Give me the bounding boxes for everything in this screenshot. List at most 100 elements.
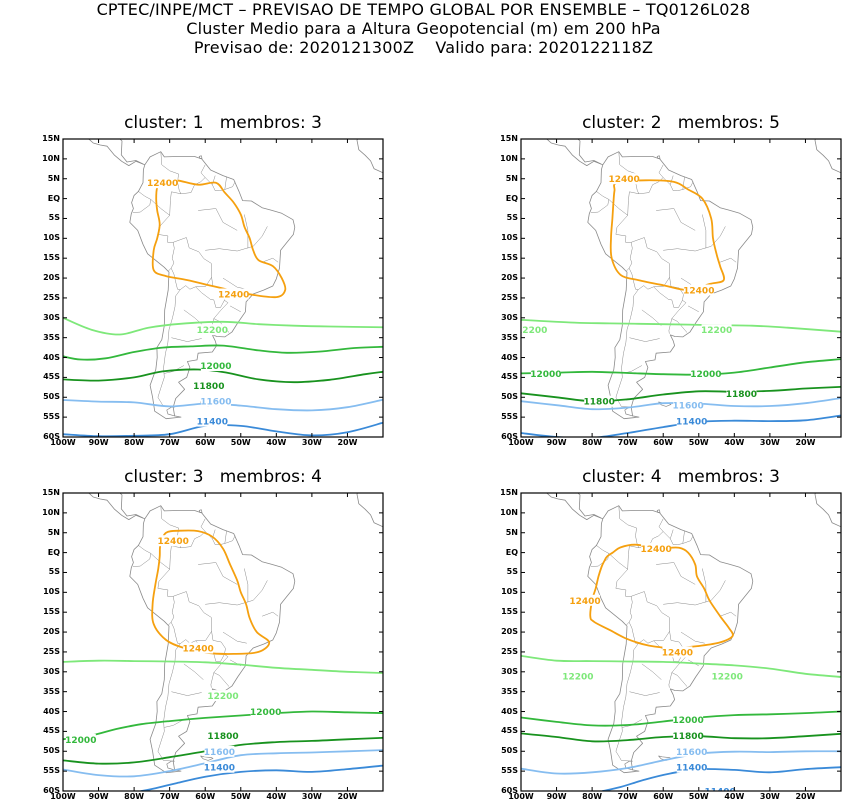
africa-coastline (814, 493, 841, 528)
contour-label: 12200 (207, 692, 238, 702)
latitude-tick-label: 40S (43, 352, 60, 362)
latitude-tick-label: 25S (43, 646, 60, 656)
latitude-tick-label: 5S (506, 213, 518, 223)
contour-label: 12200 (197, 326, 228, 336)
contour-label: 11800 (672, 732, 703, 742)
geopotential-map: 12400 12400 12400 12200 12200 12000 11800 11600… (520, 492, 842, 792)
political-border (160, 151, 182, 194)
political-border (262, 611, 279, 617)
longitude-tick-label: 70W (617, 438, 638, 447)
political-border (244, 214, 249, 249)
latitude-tick-label: 20S (501, 627, 518, 637)
political-border (671, 654, 688, 687)
map-frame (520, 138, 842, 438)
contour-label-background (208, 690, 238, 702)
political-border (210, 672, 215, 688)
latitude-tick-label: 15N (500, 134, 518, 143)
contour-label-background (204, 745, 235, 757)
political-border (720, 611, 737, 617)
longitude-tick-label: 60W (653, 792, 674, 801)
contour-line-12400 (589, 543, 734, 649)
contour-line-11400 (140, 764, 383, 791)
contour-label: 12400 (608, 175, 639, 185)
latitude-tick-label: 45S (501, 726, 518, 736)
latitude-tick-label: 40S (43, 706, 60, 716)
political-border (608, 553, 628, 570)
political-border (627, 545, 640, 570)
longitude-tick-label: 40W (266, 438, 287, 447)
map-canvas: 12400 12400 12200 12000 12000 11800 11600 11400 (62, 492, 384, 792)
contour-label-background (250, 706, 281, 717)
longitude-tick-label: 50W (688, 438, 709, 447)
contour-label: 12400 (182, 645, 213, 655)
political-border (222, 277, 247, 290)
political-border (615, 267, 639, 408)
latitude-tick-label: 45S (501, 372, 518, 382)
contour-label: 11600 (676, 748, 707, 758)
political-border (702, 568, 707, 603)
political-border (229, 305, 241, 313)
panel-title: cluster: 1 membros: 3 (124, 113, 322, 133)
political-border (590, 191, 610, 213)
political-border (222, 631, 247, 644)
longitude-tick-label: 100W (508, 438, 534, 447)
latitude-tick-label: 45S (43, 726, 60, 736)
latitude-tick-label: 55S (43, 412, 60, 422)
political-border (670, 529, 674, 539)
latitude-tick-label: 60S (501, 432, 518, 441)
contour-label: 12000 (690, 370, 721, 380)
contour-label: 11600 (672, 402, 703, 412)
contour-label: 12000 (250, 708, 281, 718)
latitude-tick-label: 10S (501, 233, 518, 243)
latitude-tick-label: 20S (43, 273, 60, 283)
contour-label: 11400 (197, 418, 228, 428)
contour-label-background (218, 288, 249, 300)
political-border (627, 191, 640, 216)
political-border (213, 654, 230, 687)
contour-label: 12000 (65, 736, 96, 746)
contour-label: 11400 (704, 788, 735, 798)
latitude-tick-label: 30S (43, 312, 60, 322)
latitude-tick-label: 40S (501, 706, 518, 716)
longitude-tick-label: 20W (337, 792, 358, 801)
contour-label: 11400 (676, 764, 707, 774)
central-america-coastline (561, 493, 602, 519)
latitude-tick-label: 55S (501, 412, 518, 422)
contour-label-background (197, 415, 228, 427)
latitude-tick-label: 35S (43, 332, 60, 342)
contour-line-12200 (63, 659, 383, 674)
political-border (157, 621, 181, 762)
political-border (668, 318, 673, 334)
longitude-tick-label: 90W (88, 438, 109, 447)
latitude-tick-label: 20S (501, 273, 518, 283)
longitude-tick-label: 30W (301, 438, 322, 447)
contour-line-11800 (521, 386, 841, 403)
latitude-tick-label: 5N (505, 527, 518, 537)
political-border (173, 237, 212, 290)
political-border (244, 568, 249, 603)
contour-label-background (676, 761, 707, 773)
political-border (720, 257, 737, 263)
contour-line-12400 (609, 179, 725, 291)
map-frame (62, 138, 384, 438)
longitude-tick-label: 20W (795, 438, 816, 447)
africa-coastline (356, 139, 383, 174)
latitude-tick-label: 50S (501, 392, 518, 402)
latitude-tick-label: EQ (47, 193, 60, 203)
contour-line-12200 (521, 655, 841, 678)
political-border (682, 176, 685, 190)
political-border (224, 535, 236, 544)
contour-label-background (200, 360, 231, 371)
latitude-tick-label: 35S (501, 332, 518, 342)
political-border (608, 199, 628, 216)
latitude-tick-label: 10N (500, 507, 518, 517)
contour-label-background (208, 729, 238, 741)
contour-line-12200 (63, 316, 383, 336)
political-border (631, 591, 670, 644)
latitude-tick-label: 5N (505, 173, 518, 183)
political-border (631, 237, 670, 290)
longitude-tick-label: 20W (337, 438, 358, 447)
longitude-tick-label: 50W (230, 792, 251, 801)
contour-label: 11600 (200, 398, 231, 408)
political-border (132, 191, 152, 213)
